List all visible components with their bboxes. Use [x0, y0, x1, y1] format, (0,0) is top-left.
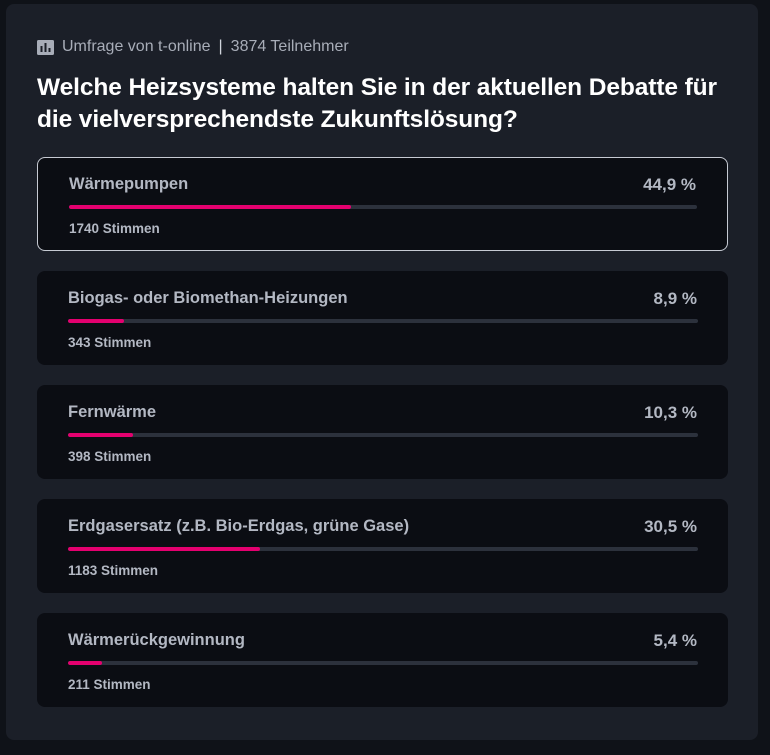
option-votes: 343 Stimmen — [68, 335, 152, 350]
option-label: Biogas- oder Biomethan-Heizungen — [68, 289, 348, 307]
result-bar-track — [68, 433, 698, 437]
option-label: Wärmepumpen — [69, 175, 189, 193]
poll-option[interactable]: Biogas- oder Biomethan-Heizungen 8,9 % 3… — [37, 271, 728, 365]
option-votes: 398 Stimmen — [68, 449, 152, 464]
result-bar-track — [68, 319, 698, 323]
result-bar-fill — [68, 547, 261, 551]
poll-option[interactable]: Wärmepumpen 44,9 % 1740 Stimmen — [37, 157, 728, 251]
poll-source: Umfrage von t-online — [62, 38, 211, 55]
poll-option[interactable]: Erdgasersatz (z.B. Bio-Erdgas, grüne Gas… — [37, 499, 728, 593]
result-bar-fill — [68, 433, 133, 437]
option-votes: 211 Stimmen — [68, 677, 151, 692]
option-percent: 10,3 % — [644, 403, 697, 422]
bar-chart-icon — [37, 39, 54, 55]
option-votes: 1183 Stimmen — [68, 563, 159, 578]
result-bar-track — [69, 205, 697, 209]
poll-option[interactable]: Fernwärme 10,3 % 398 Stimmen — [37, 385, 728, 479]
poll-options: Wärmepumpen 44,9 % 1740 Stimmen Biogas- … — [37, 157, 728, 727]
option-label: Erdgasersatz (z.B. Bio-Erdgas, grüne Gas… — [68, 517, 410, 535]
result-bar-fill — [68, 661, 103, 665]
result-bar-track — [68, 547, 698, 551]
poll-question: Welche Heizsysteme halten Sie in der akt… — [37, 74, 717, 133]
option-percent: 44,9 % — [643, 175, 696, 194]
option-percent: 5,4 % — [653, 631, 697, 650]
participant-count: 3874 Teilnehmer — [230, 38, 349, 55]
option-label: Fernwärme — [68, 403, 157, 421]
meta-separator: | — [218, 38, 223, 55]
option-label: Wärmerückgewinnung — [68, 631, 245, 649]
poll-card: Umfrage von t-online | 3874 Teilnehmer W… — [6, 4, 758, 740]
result-bar-fill — [69, 205, 351, 209]
option-percent: 30,5 % — [644, 517, 697, 536]
poll-option[interactable]: Wärmerückgewinnung 5,4 % 211 Stimmen — [37, 613, 728, 707]
poll-meta: Umfrage von t-online | 3874 Teilnehmer — [37, 37, 349, 57]
option-votes: 1740 Stimmen — [69, 221, 160, 236]
result-bar-track — [68, 661, 698, 665]
result-bar-fill — [68, 319, 125, 323]
option-percent: 8,9 % — [653, 289, 697, 308]
